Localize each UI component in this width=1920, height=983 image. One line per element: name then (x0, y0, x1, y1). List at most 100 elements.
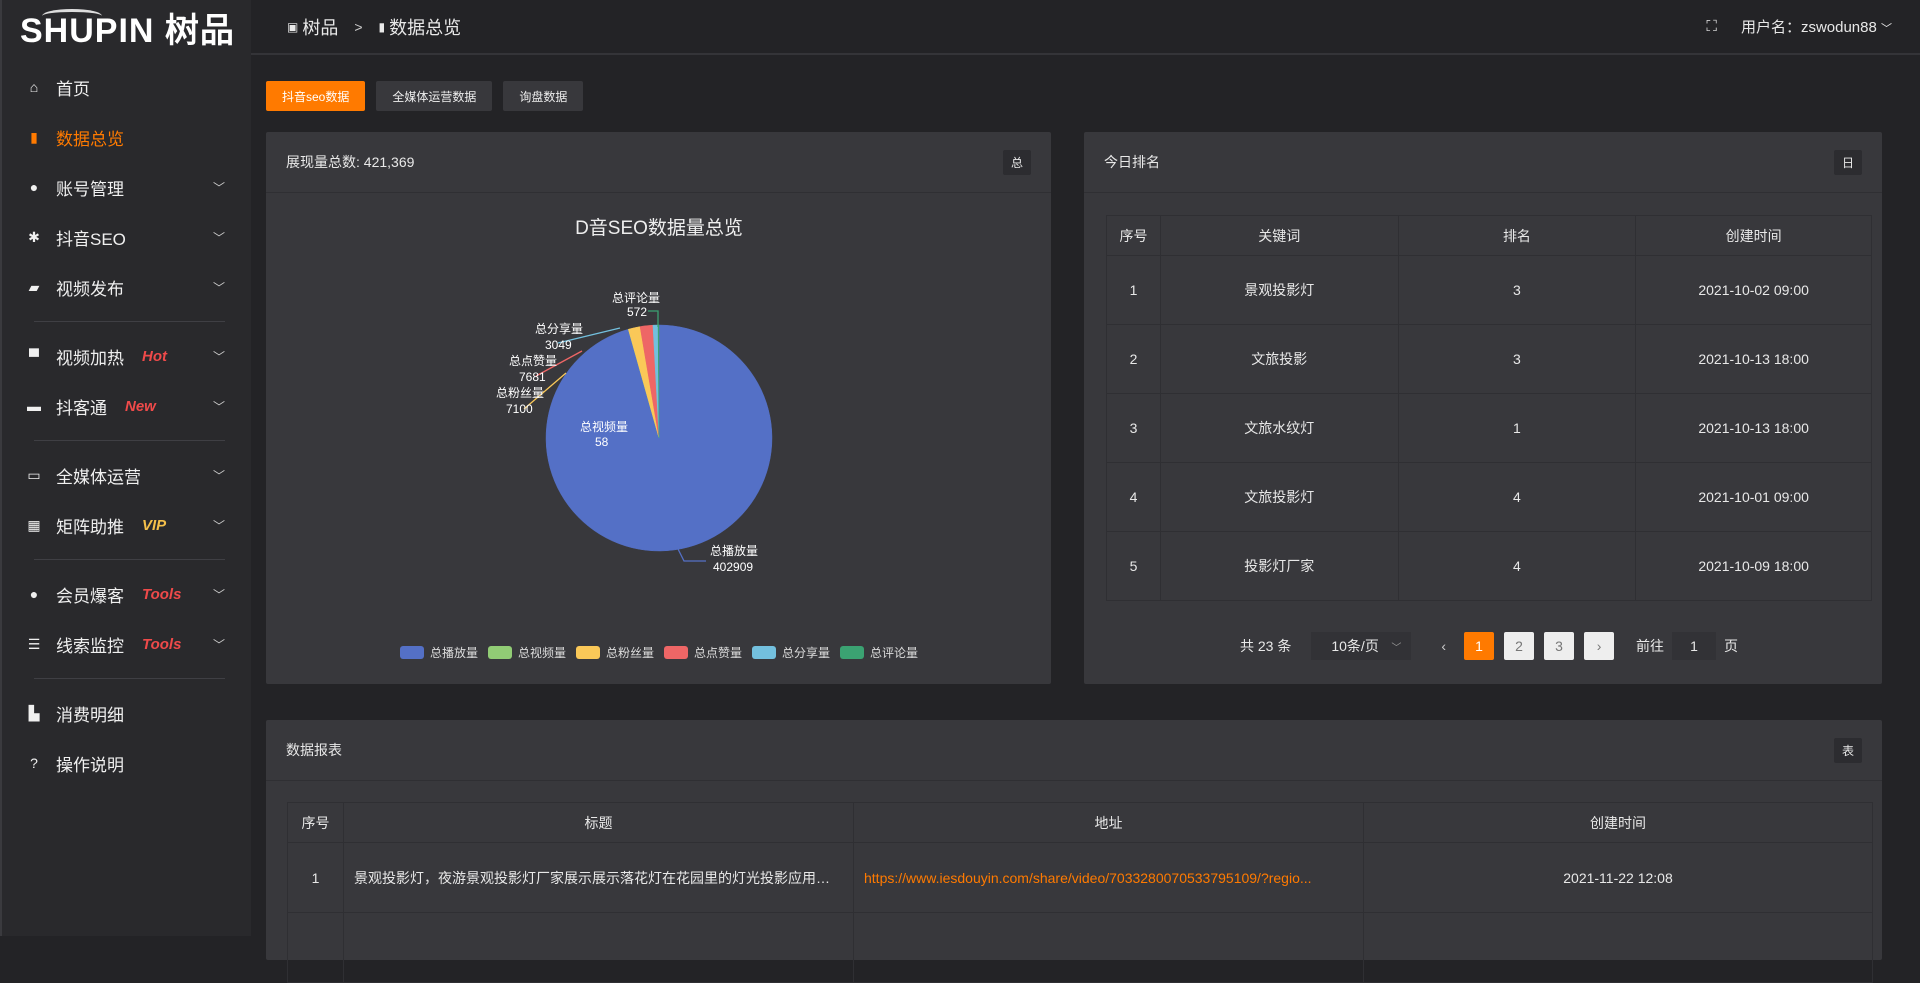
column-header: 序号 (1106, 215, 1161, 256)
sidebar-badge: Hot (142, 347, 167, 365)
report-title: 数据报表 (286, 742, 342, 758)
sidebar-item-label: 会员爆客 (56, 586, 124, 606)
table-cell: 3 (1397, 255, 1637, 325)
legend-swatch (576, 646, 600, 659)
table-cell: 1 (1397, 393, 1637, 463)
fullscreen-icon[interactable]: ⛶ (1706, 18, 1717, 35)
sidebar-badge: New (125, 397, 156, 415)
table-row: 1 景观投影灯，夜游景观投影灯厂家展示展示落花灯在花园里的灯光投影应用效果 # ht… (287, 842, 1873, 913)
video-link[interactable]: https://www.iesdouyin.com/share/video/70… (853, 842, 1364, 913)
table-cell: 2021-11-22 12:08 (1363, 842, 1873, 913)
chevron-down-icon: ﹀ (212, 468, 225, 483)
chevron-down-icon: ﹀ (212, 637, 225, 652)
sidebar-item[interactable]: ▀ 视频加热 Hot ﹀ (2, 331, 251, 381)
page-size-value: 10条/页 (1331, 638, 1379, 654)
tab-all-media[interactable]: 全媒体运营数据 (376, 81, 493, 111)
bar-chart-icon: ▮ (30, 128, 38, 145)
tab-douyin-seo[interactable]: 抖音seo数据 (266, 81, 366, 111)
chevron-down-icon: ﹀ (212, 399, 225, 414)
pie-chart: D音SEO数据量总览总播放量402909总视频量58总粉丝量7100总点赞量76… (400, 217, 918, 660)
total-tag-button[interactable]: 总 (1002, 149, 1031, 175)
table-cell: 2021-10-13 18:00 (1635, 393, 1872, 463)
wallet-icon: ▙ (28, 704, 40, 721)
chevron-down-icon: ﹀ (212, 518, 225, 533)
table-cell: 2021-10-09 18:00 (1635, 531, 1872, 601)
table-row: 2 文旅投影 3 2021-10-13 18:00 (1106, 324, 1872, 394)
sidebar-item[interactable]: ▰ 视频发布 ﹀ (2, 262, 251, 312)
chevron-down-icon: ﹀ (212, 587, 225, 602)
sidebar-item-label: 抖音SEO (56, 229, 126, 249)
slice-label: 总视频量 (580, 419, 628, 434)
sidebar-item[interactable]: ● 会员爆客 Tools ﹀ (2, 569, 251, 619)
sidebar-badge: Tools (142, 585, 182, 603)
legend-swatch (752, 646, 776, 659)
sidebar-item[interactable]: ▬ 抖客通 New ﹀ (2, 381, 251, 431)
chevron-down-icon: ﹀ (212, 180, 225, 195)
page-3[interactable]: 3 (1544, 632, 1575, 660)
sidebar-item[interactable]: ⌂ 首页 (2, 62, 251, 112)
slice-value: 7100 (506, 402, 533, 416)
table-cell: 投影灯厂家 (1159, 531, 1399, 601)
sidebar-item[interactable]: ● 账号管理 ﹀ (2, 162, 251, 212)
total-count: 共 23 条 (1240, 638, 1292, 654)
sidebar-item-label: 线索监控 (56, 636, 124, 656)
slice-value: 572 (627, 305, 647, 319)
sidebar-item[interactable]: ✱ 抖音SEO ﹀ (2, 212, 251, 262)
table-cell: 2021-10-13 18:00 (1635, 324, 1872, 394)
sidebar-item-label: 视频加热 (56, 348, 124, 368)
chat-icon: ▬ (27, 398, 41, 414)
table-cell: 景观投影灯，夜游景观投影灯厂家展示展示落花灯在花园里的灯光投影应用效果 # (343, 842, 854, 913)
legend-swatch (664, 646, 688, 659)
user-menu[interactable]: 用户名：zswodun88 ﹀ (1741, 16, 1892, 37)
report-card: 数据报表 表 序号 标题 地址 创建时间 1 景观投影灯，夜游景观投影灯厂家展示展示落花灯在… (266, 720, 1882, 983)
legend-swatch (400, 646, 424, 659)
table-cell: 2021-10-02 09:00 (1635, 255, 1872, 325)
grid-icon: ▦ (27, 516, 41, 533)
username: 用户名：zswodun88 (1740, 19, 1877, 36)
table-header-row: 序号 关键词 排名 创建时间 (1106, 215, 1872, 256)
sidebar-item[interactable]: ▙ 消费明细 (2, 688, 251, 738)
table-row (287, 912, 1873, 983)
sidebar-item[interactable]: ▮ 数据总览 (2, 112, 251, 162)
sidebar-divider (2, 550, 251, 569)
page-size-select[interactable]: 10条/页 ﹀ (1311, 632, 1412, 660)
prev-page-button[interactable]: ‹ (1441, 638, 1447, 654)
table-cell: 1 (1106, 255, 1161, 325)
home-icon: ⌂ (29, 79, 39, 95)
sidebar-item-label: 视频发布 (56, 279, 124, 299)
sidebar-item[interactable]: ▦ 矩阵助推 VIP ﹀ (2, 500, 251, 550)
label-line (557, 327, 621, 344)
user-icon: ● (29, 586, 39, 602)
legend-label: 总视频量 (518, 645, 566, 660)
page-1[interactable]: 1 (1464, 632, 1495, 660)
legend-label: 总播放量 (430, 645, 478, 660)
table-cell: 4 (1397, 531, 1637, 601)
overview-total: 展现量总数: 421,369 (286, 154, 415, 170)
table-header-row: 序号 标题 地址 创建时间 (287, 802, 1873, 843)
sidebar-item[interactable]: ☰ 线索监控 Tools ﹀ (2, 619, 251, 669)
slice-label: 总点赞量 (509, 354, 557, 368)
page-2[interactable]: 2 (1504, 632, 1535, 660)
column-header: 地址 (853, 802, 1364, 843)
overview-card: 展现量总数: 421,369 总 D音SEO数据量总览 总播放量 402909 总视频量… (266, 132, 1051, 684)
table-row: 1 景观投影灯 3 2021-10-02 09:00 (1106, 255, 1872, 325)
goto-page-input[interactable]: 1 (1672, 632, 1717, 660)
column-header: 创建时间 (1363, 802, 1873, 843)
goto-label: 前往 (1636, 638, 1665, 654)
sidebar-item[interactable]: ? 操作说明 (2, 738, 251, 788)
breadcrumb-current: 数据总览 (389, 17, 462, 38)
table-tag-button[interactable]: 表 (1833, 737, 1862, 763)
top-header: ▣ 树品 > ▮ 数据总览 ⛶ 用户名：zswodun88 ﹀ (251, 0, 1920, 55)
label-line (535, 350, 583, 377)
table-cell (287, 912, 344, 983)
ranking-table-wrap[interactable]: 序号 关键词 排名 创建时间 1 景观投影灯 3 2021-10-02 09:00 2 文旅投影 3… (1106, 215, 1872, 602)
day-tag-button[interactable]: 日 (1833, 149, 1862, 175)
sidebar-item-label: 消费明细 (56, 705, 124, 725)
next-page-button[interactable]: › (1584, 632, 1615, 660)
slice-label: 总粉丝量 (496, 386, 544, 400)
logo: SHUPIN 树品 (2, 0, 251, 55)
table-cell: 3 (1397, 324, 1637, 394)
sidebar-item[interactable]: ▭ 全媒体运营 ﹀ (2, 450, 251, 500)
tab-inquiry[interactable]: 询盘数据 (503, 81, 584, 111)
breadcrumb-home[interactable]: 树品 (302, 17, 339, 38)
